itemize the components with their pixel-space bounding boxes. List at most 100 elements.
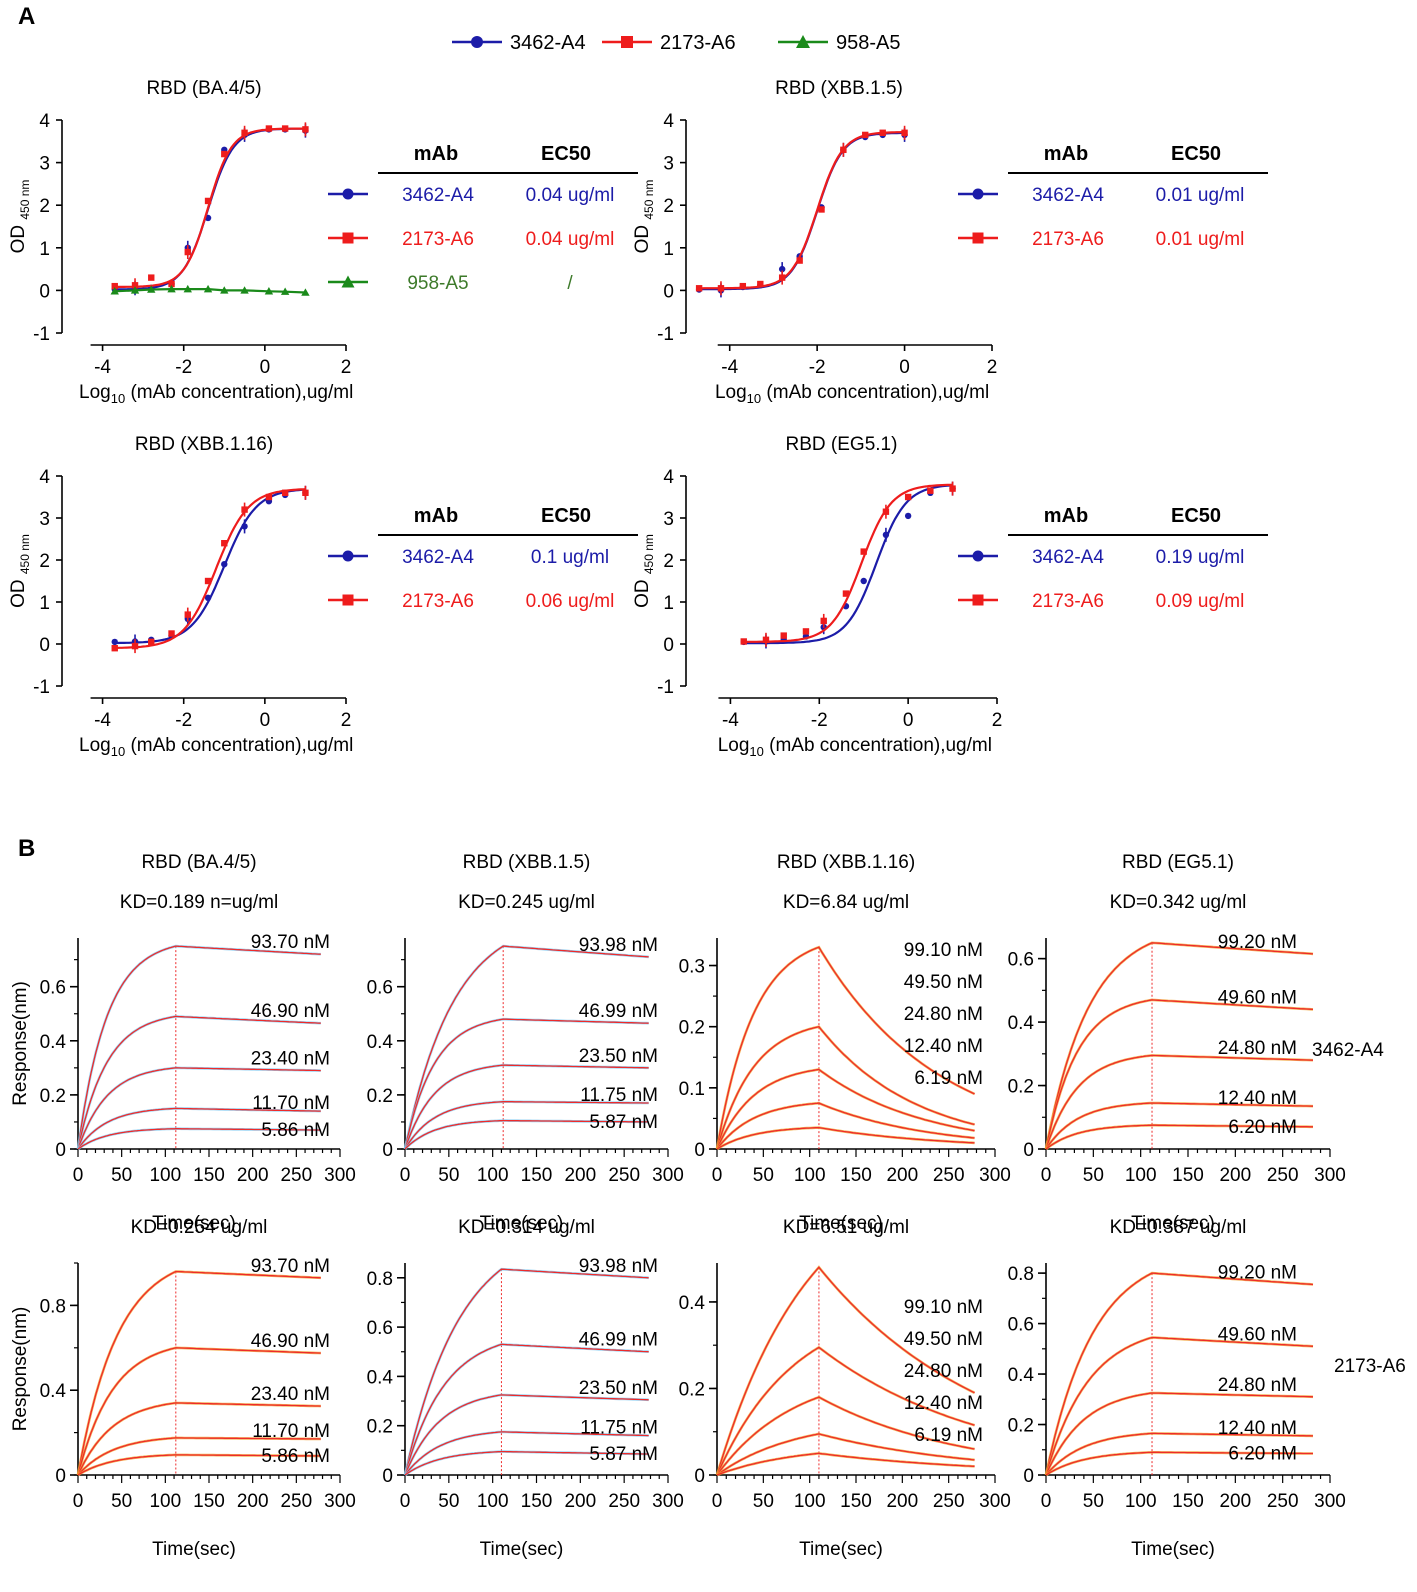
kinetic-kd-value: KD=0.342 ug/ml <box>1110 892 1247 913</box>
elisa-point-2173 <box>111 282 118 290</box>
elisa-y-tick-label: 3 <box>663 509 674 530</box>
table-header-ec50: EC50 <box>1171 505 1221 527</box>
kinetic-y-tick-label: 0.2 <box>1008 1416 1034 1437</box>
elisa-curve-2173 <box>114 488 306 649</box>
kinetic-chart-1-1: KD=0.314 ug/ml 0 0.2 0.4 0.6 0.8 0 50 100 150 200 2… <box>367 1217 684 1560</box>
x-label-sub: 10 <box>111 744 125 759</box>
kinetic-fit-curve <box>77 945 321 1150</box>
kinetic-x-tick-label: 100 <box>477 1491 509 1512</box>
concentration-label: 11.70 nM <box>252 1093 330 1114</box>
concentration-label: 49.60 nM <box>1218 987 1297 1008</box>
kinetic-fit-curve <box>404 1394 649 1476</box>
kinetic-fit-curve <box>77 1015 321 1150</box>
elisa-x-tick-label: 2 <box>987 357 998 378</box>
concentration-label: 93.70 nM <box>251 932 330 953</box>
kinetic-kd-value: KD=0.314 ug/ml <box>458 1217 595 1238</box>
kinetic-y-tick-label: 0.4 <box>679 1293 706 1314</box>
elisa-point-2173 <box>302 489 309 496</box>
kinetic-y-tick-label: 0.2 <box>367 1086 393 1107</box>
y-label-part: OD <box>632 220 653 254</box>
legend-marker-3462 <box>471 36 483 48</box>
kinetic-x-label: Time(sec) <box>480 1539 564 1560</box>
kinetic-y-tick-label: 0.2 <box>679 1018 705 1039</box>
kinetic-x-tick-label: 150 <box>1172 1165 1204 1186</box>
elisa-x-tick-label: -4 <box>94 710 111 731</box>
kinetic-x-tick-label: 150 <box>193 1165 225 1186</box>
kinetic-x-tick-label: 100 <box>477 1165 509 1186</box>
elisa-y-label: OD 450 nm <box>8 534 32 608</box>
elisa-x-tick-label: 0 <box>260 710 271 731</box>
kinetic-x-tick-label: 250 <box>933 1491 965 1512</box>
kinetic-fit-curve <box>1045 1336 1314 1476</box>
elisa-y-tick-label: 1 <box>39 239 50 260</box>
kinetic-chart-0-3: RBD (EG5.1) KD=0.342 ug/ml 0 0.2 0.4 0.6 0 50 10… <box>1008 852 1346 1234</box>
table-legend-marker <box>972 550 984 562</box>
kinetic-x-tick-label: 100 <box>1125 1165 1157 1186</box>
elisa-point-2173 <box>148 638 155 646</box>
kinetic-kd-value: KD=0.189 n=ug/ml <box>120 892 278 913</box>
kinetic-x-tick-label: 0 <box>400 1491 411 1512</box>
elisa-curve-2173 <box>699 131 905 290</box>
concentration-label: 12.40 nM <box>904 1036 983 1057</box>
kinetic-x-tick-label: 0 <box>1041 1491 1052 1512</box>
table-ec50-value: / <box>567 273 573 294</box>
x-label-part: (mAb concentration),ug/ml <box>125 382 353 403</box>
elisa-y-tick-label: -1 <box>33 324 50 345</box>
elisa-point-2173 <box>842 590 850 597</box>
elisa-point-2173 <box>862 131 869 139</box>
kinetic-y-label: Response(nm) <box>10 1307 31 1432</box>
kinetic-chart-1-3: KD=0.387 ug/ml 0 0.2 0.4 0.6 0.8 0 50 100 150 200 2… <box>1008 1217 1346 1560</box>
concentration-label: 24.80 nM <box>904 1361 983 1382</box>
x-label-part: Log <box>79 382 111 403</box>
kinetic-x-label: Time(sec) <box>799 1213 883 1234</box>
kinetic-y-tick-label: 0.4 <box>40 1381 67 1402</box>
table-legend-marker <box>341 275 355 288</box>
concentration-label: 93.70 nM <box>251 1256 330 1277</box>
kinetic-x-tick-label: 200 <box>237 1491 269 1512</box>
kinetic-x-tick-label: 200 <box>886 1491 918 1512</box>
elisa-point-2173 <box>302 126 309 133</box>
kinetic-x-tick-label: 300 <box>324 1165 356 1186</box>
concentration-label: 93.98 nM <box>579 1256 658 1277</box>
table-legend-marker <box>972 594 984 606</box>
concentration-label: 23.50 nM <box>579 1046 658 1067</box>
kinetic-fit-curve <box>716 1126 975 1150</box>
kinetic-x-tick-label: 0 <box>1041 1165 1052 1186</box>
kinetic-x-tick-label: 250 <box>280 1491 312 1512</box>
elisa-point-2173 <box>265 125 273 132</box>
kinetic-y-tick-label: 0.4 <box>1008 1365 1035 1386</box>
kinetic-fit-curve <box>404 1101 649 1150</box>
concentration-label: 5.86 nM <box>261 1446 330 1467</box>
kinetic-y-tick-label: 0.1 <box>679 1079 705 1100</box>
kinetic-x-tick-label: 100 <box>1125 1491 1157 1512</box>
elisa-y-tick-label: 3 <box>39 509 50 530</box>
kinetic-y-tick-label: 0 <box>55 1140 66 1161</box>
table-mab-name: 3462-A4 <box>1032 185 1104 206</box>
kinetic-x-label: Time(sec) <box>152 1213 236 1234</box>
table-mab-name: 3462-A4 <box>1032 547 1104 568</box>
elisa-point-2173 <box>879 129 886 136</box>
kinetic-y-tick-label: 0 <box>382 1466 393 1487</box>
x-label-part: Log <box>79 735 111 756</box>
elisa-point-3462 <box>860 577 867 585</box>
elisa-point-2173 <box>757 280 764 288</box>
ec50-table: mAb EC50 3462-A4 0.01 ug/ml 2173-A6 0.01 ug/m… <box>958 143 1268 250</box>
elisa-point-2173 <box>241 129 248 136</box>
kinetic-chart-0-2: RBD (XBB.1.16) KD=6.84 ug/ml 0 0.1 0.2 0.3 0 50… <box>679 852 1011 1234</box>
elisa-y-tick-label: 1 <box>663 593 674 614</box>
table-header-ec50: EC50 <box>1171 143 1221 165</box>
kinetic-x-tick-label: 0 <box>712 1165 723 1186</box>
kinetic-fit-curve <box>77 1270 321 1476</box>
table-mab-name: 3462-A4 <box>402 547 474 568</box>
y-label-part: OD <box>632 574 653 608</box>
elisa-point-2173 <box>904 493 912 501</box>
elisa-point-3462 <box>904 512 912 520</box>
kinetic-x-tick-label: 150 <box>840 1491 872 1512</box>
kinetic-fit-curve <box>716 1433 975 1476</box>
kinetic-chart-0-1: RBD (XBB.1.5) KD=0.245 ug/ml 0 0.2 0.4 0.6 0 50… <box>367 852 684 1234</box>
kinetic-y-tick-label: 0.6 <box>367 1318 393 1339</box>
elisa-point-2173 <box>281 125 289 132</box>
x-label-sub: 10 <box>747 391 761 406</box>
legend-marker-2173 <box>621 36 633 48</box>
